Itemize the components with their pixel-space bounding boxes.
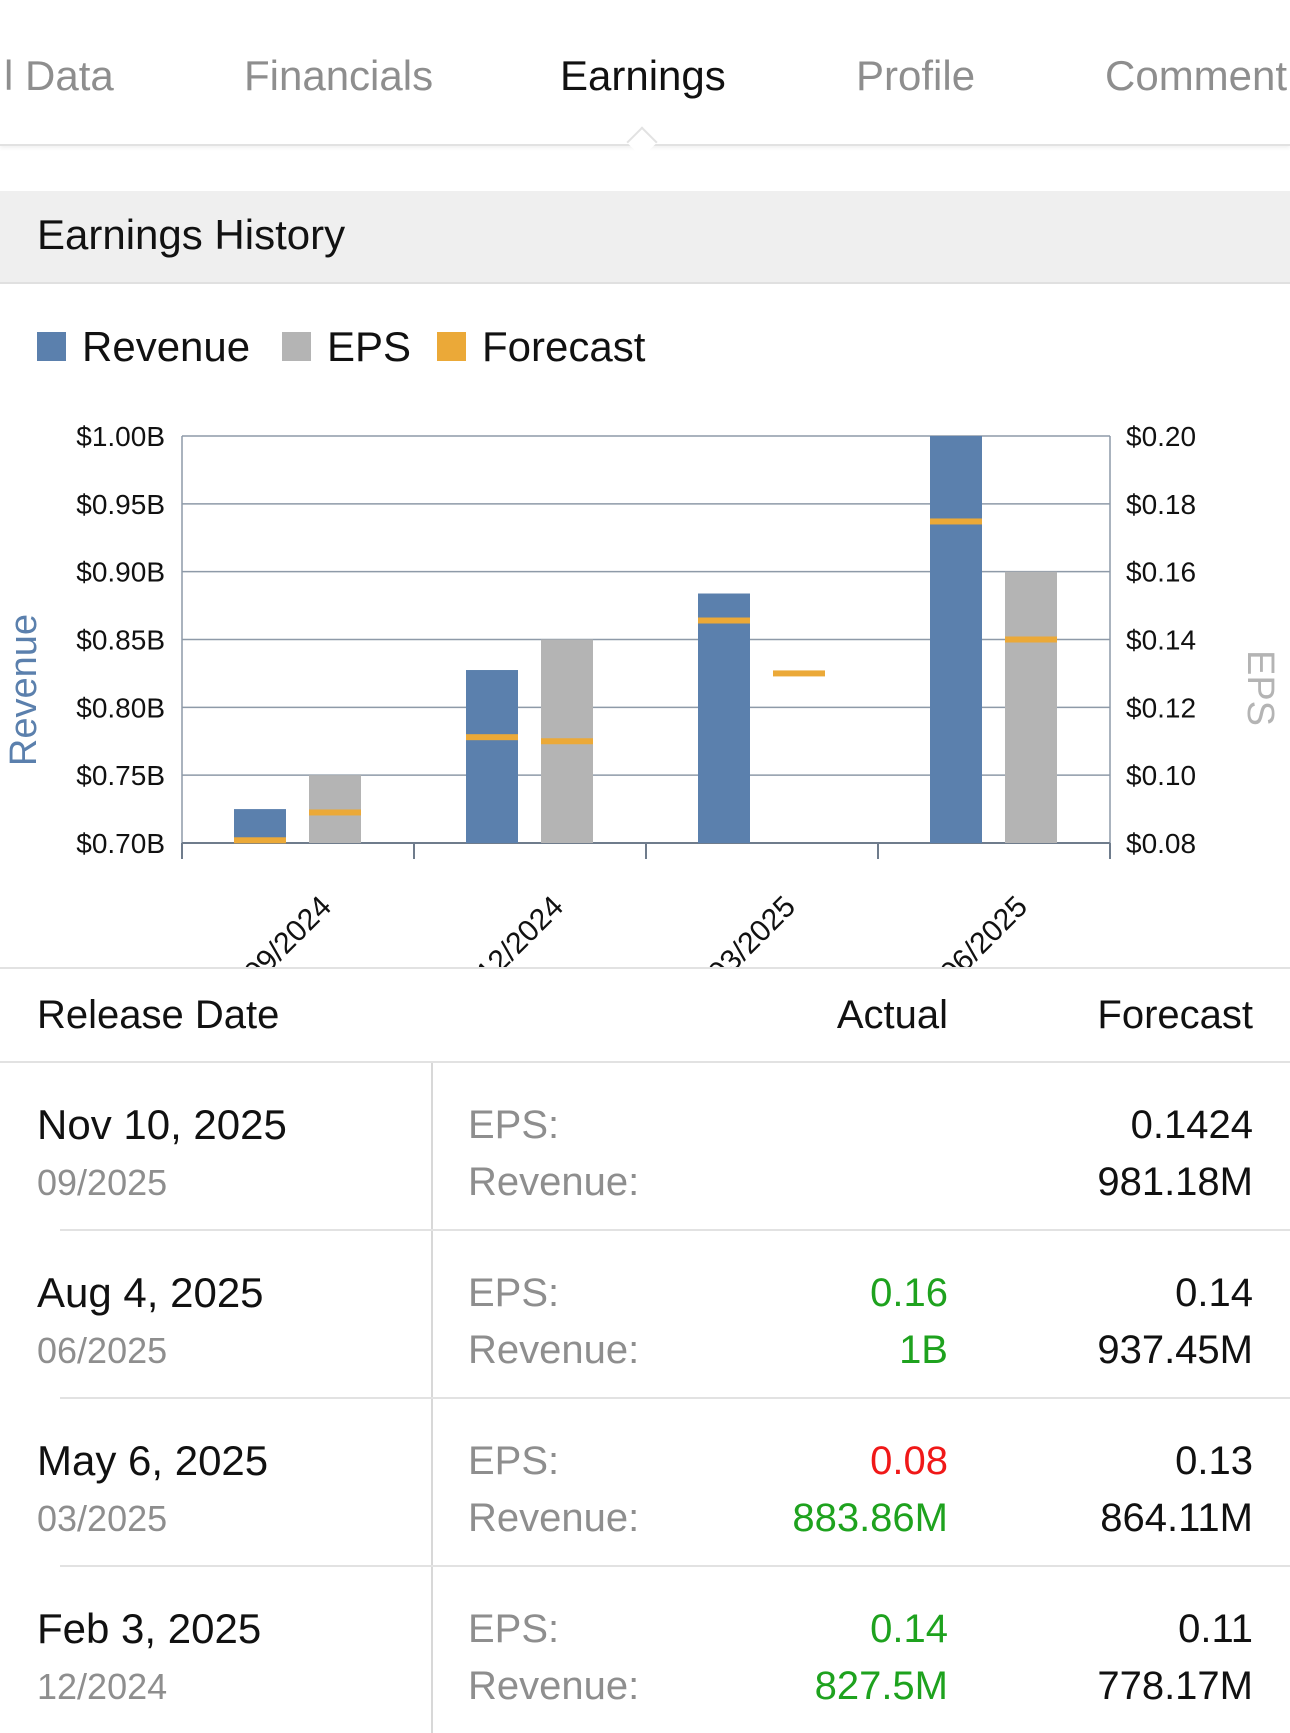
right-tick-label: $0.10 bbox=[1126, 760, 1196, 791]
left-tick-label: $0.95B bbox=[76, 489, 165, 520]
revenue-forecast: 937.45M bbox=[1097, 1328, 1253, 1372]
earnings-table: Nov 10, 2025 09/2025 EPS: Revenue: 0.142… bbox=[0, 1063, 1290, 1733]
fiscal-period: 06/2025 bbox=[37, 1330, 168, 1371]
eps-forecast: 0.11 bbox=[1178, 1607, 1253, 1651]
revenue-forecast-marker bbox=[234, 837, 286, 844]
eps-forecast: 0.13 bbox=[1175, 1439, 1253, 1483]
revenue-forecast-marker bbox=[466, 734, 518, 741]
tab-earnings[interactable]: Earnings bbox=[560, 52, 726, 99]
earnings-chart-svg: $0.70B $0.08 $0.75B $0.10 $0.80B $0.12 $0.85B $… bbox=[3, 421, 1281, 970]
left-tick-label: $0.90B bbox=[76, 557, 165, 588]
revenue-actual: 827.5M bbox=[814, 1664, 948, 1708]
right-tick-label: $0.08 bbox=[1126, 828, 1196, 859]
eps-label: EPS: bbox=[468, 1271, 560, 1315]
row-divider bbox=[431, 1567, 433, 1733]
release-date: Feb 3, 2025 bbox=[37, 1605, 262, 1652]
legend-label-eps: EPS bbox=[327, 323, 412, 370]
table-row[interactable]: Aug 4, 2025 06/2025 EPS: Revenue: 0.16 1… bbox=[0, 1231, 1290, 1399]
revenue-bar bbox=[930, 436, 982, 843]
x-tick-label: 06/2025 bbox=[934, 890, 1034, 970]
tab-data[interactable]: l Data bbox=[4, 52, 114, 99]
release-date: Nov 10, 2025 bbox=[37, 1101, 287, 1148]
left-tick-label: $0.85B bbox=[76, 625, 165, 656]
eps-label: EPS: bbox=[468, 1439, 560, 1483]
revenue-bar bbox=[698, 593, 750, 843]
eps-bar bbox=[309, 775, 361, 843]
eps-forecast: 0.1424 bbox=[1130, 1103, 1253, 1147]
right-tick-label: $0.18 bbox=[1126, 489, 1196, 520]
revenue-forecast: 981.18M bbox=[1097, 1160, 1253, 1204]
header-forecast: Forecast bbox=[1097, 993, 1253, 1037]
eps-forecast-marker bbox=[1005, 636, 1057, 643]
right-tick-label: $0.12 bbox=[1126, 692, 1196, 723]
release-date: May 6, 2025 bbox=[37, 1437, 269, 1484]
eps-label: EPS: bbox=[468, 1103, 560, 1147]
eps-label: EPS: bbox=[468, 1607, 560, 1651]
revenue-label: Revenue: bbox=[468, 1160, 640, 1204]
earnings-chart: $0.70B $0.08 $0.75B $0.10 $0.80B $0.12 $0.85B $… bbox=[0, 400, 1290, 970]
tab-bar: l Data Financials Earnings Profile Comme… bbox=[0, 0, 1290, 146]
release-date: Aug 4, 2025 bbox=[37, 1269, 264, 1316]
revenue-bar bbox=[466, 670, 518, 843]
eps-actual: 0.14 bbox=[870, 1607, 948, 1651]
legend-swatch-forecast bbox=[437, 332, 466, 361]
row-separator bbox=[60, 1565, 1290, 1567]
left-tick-label: $0.70B bbox=[76, 828, 165, 859]
legend-label-revenue: Revenue bbox=[82, 323, 251, 370]
eps-forecast: 0.14 bbox=[1175, 1271, 1253, 1315]
eps-forecast-marker bbox=[773, 670, 825, 677]
fiscal-period: 09/2025 bbox=[37, 1162, 168, 1203]
tab-financials[interactable]: Financials bbox=[244, 52, 434, 99]
row-divider bbox=[431, 1063, 433, 1231]
right-tick-label: $0.20 bbox=[1126, 421, 1196, 452]
tab-comment[interactable]: Comment bbox=[1105, 52, 1288, 99]
tab-profile[interactable]: Profile bbox=[856, 52, 976, 99]
section-header: Earnings History bbox=[0, 191, 1290, 284]
fiscal-period: 12/2024 bbox=[37, 1666, 168, 1707]
right-tick-label: $0.14 bbox=[1126, 625, 1196, 656]
y-axis-title-revenue: Revenue bbox=[3, 614, 45, 766]
table-row[interactable]: Nov 10, 2025 09/2025 EPS: Revenue: 0.142… bbox=[0, 1063, 1290, 1231]
eps-forecast-marker bbox=[541, 738, 593, 745]
y-axis-title-eps: EPS bbox=[1239, 650, 1281, 726]
revenue-actual: 883.86M bbox=[792, 1496, 948, 1540]
header-actual: Actual bbox=[836, 993, 948, 1037]
row-divider bbox=[431, 1231, 433, 1399]
revenue-label: Revenue: bbox=[468, 1496, 640, 1540]
revenue-forecast-marker bbox=[930, 518, 982, 525]
x-tick-label: 09/2024 bbox=[238, 890, 338, 970]
x-tick-label: 03/2025 bbox=[702, 890, 802, 970]
legend-swatch-eps bbox=[282, 332, 311, 361]
row-separator bbox=[60, 1229, 1290, 1231]
fiscal-period: 03/2025 bbox=[37, 1498, 168, 1539]
revenue-actual: 1B bbox=[899, 1328, 948, 1372]
eps-bar bbox=[1005, 571, 1057, 843]
left-tick-label: $0.80B bbox=[76, 692, 165, 723]
x-tick-label: 12/2024 bbox=[470, 890, 570, 970]
table-row[interactable]: Feb 3, 2025 12/2024 EPS: Revenue: 0.14 8… bbox=[0, 1567, 1290, 1733]
revenue-label: Revenue: bbox=[468, 1664, 640, 1708]
revenue-label: Revenue: bbox=[468, 1328, 640, 1372]
revenue-forecast: 864.11M bbox=[1100, 1496, 1253, 1540]
revenue-forecast: 778.17M bbox=[1097, 1664, 1253, 1708]
header-release-date: Release Date bbox=[37, 993, 280, 1037]
legend-label-forecast: Forecast bbox=[482, 323, 646, 370]
row-separator bbox=[60, 1397, 1290, 1399]
table-row[interactable]: May 6, 2025 03/2025 EPS: Revenue: 0.08 8… bbox=[0, 1399, 1290, 1567]
left-tick-label: $1.00B bbox=[76, 421, 165, 452]
legend-swatch-revenue bbox=[37, 332, 66, 361]
revenue-forecast-marker bbox=[698, 617, 750, 624]
right-tick-label: $0.16 bbox=[1126, 557, 1196, 588]
row-divider bbox=[431, 1399, 433, 1567]
eps-actual: 0.16 bbox=[870, 1271, 948, 1315]
eps-forecast-marker bbox=[309, 809, 361, 816]
eps-actual: 0.08 bbox=[870, 1439, 948, 1483]
section-title: Earnings History bbox=[37, 211, 346, 258]
left-tick-label: $0.75B bbox=[76, 760, 165, 791]
earnings-table-header: Release Date Actual Forecast bbox=[0, 967, 1290, 1063]
